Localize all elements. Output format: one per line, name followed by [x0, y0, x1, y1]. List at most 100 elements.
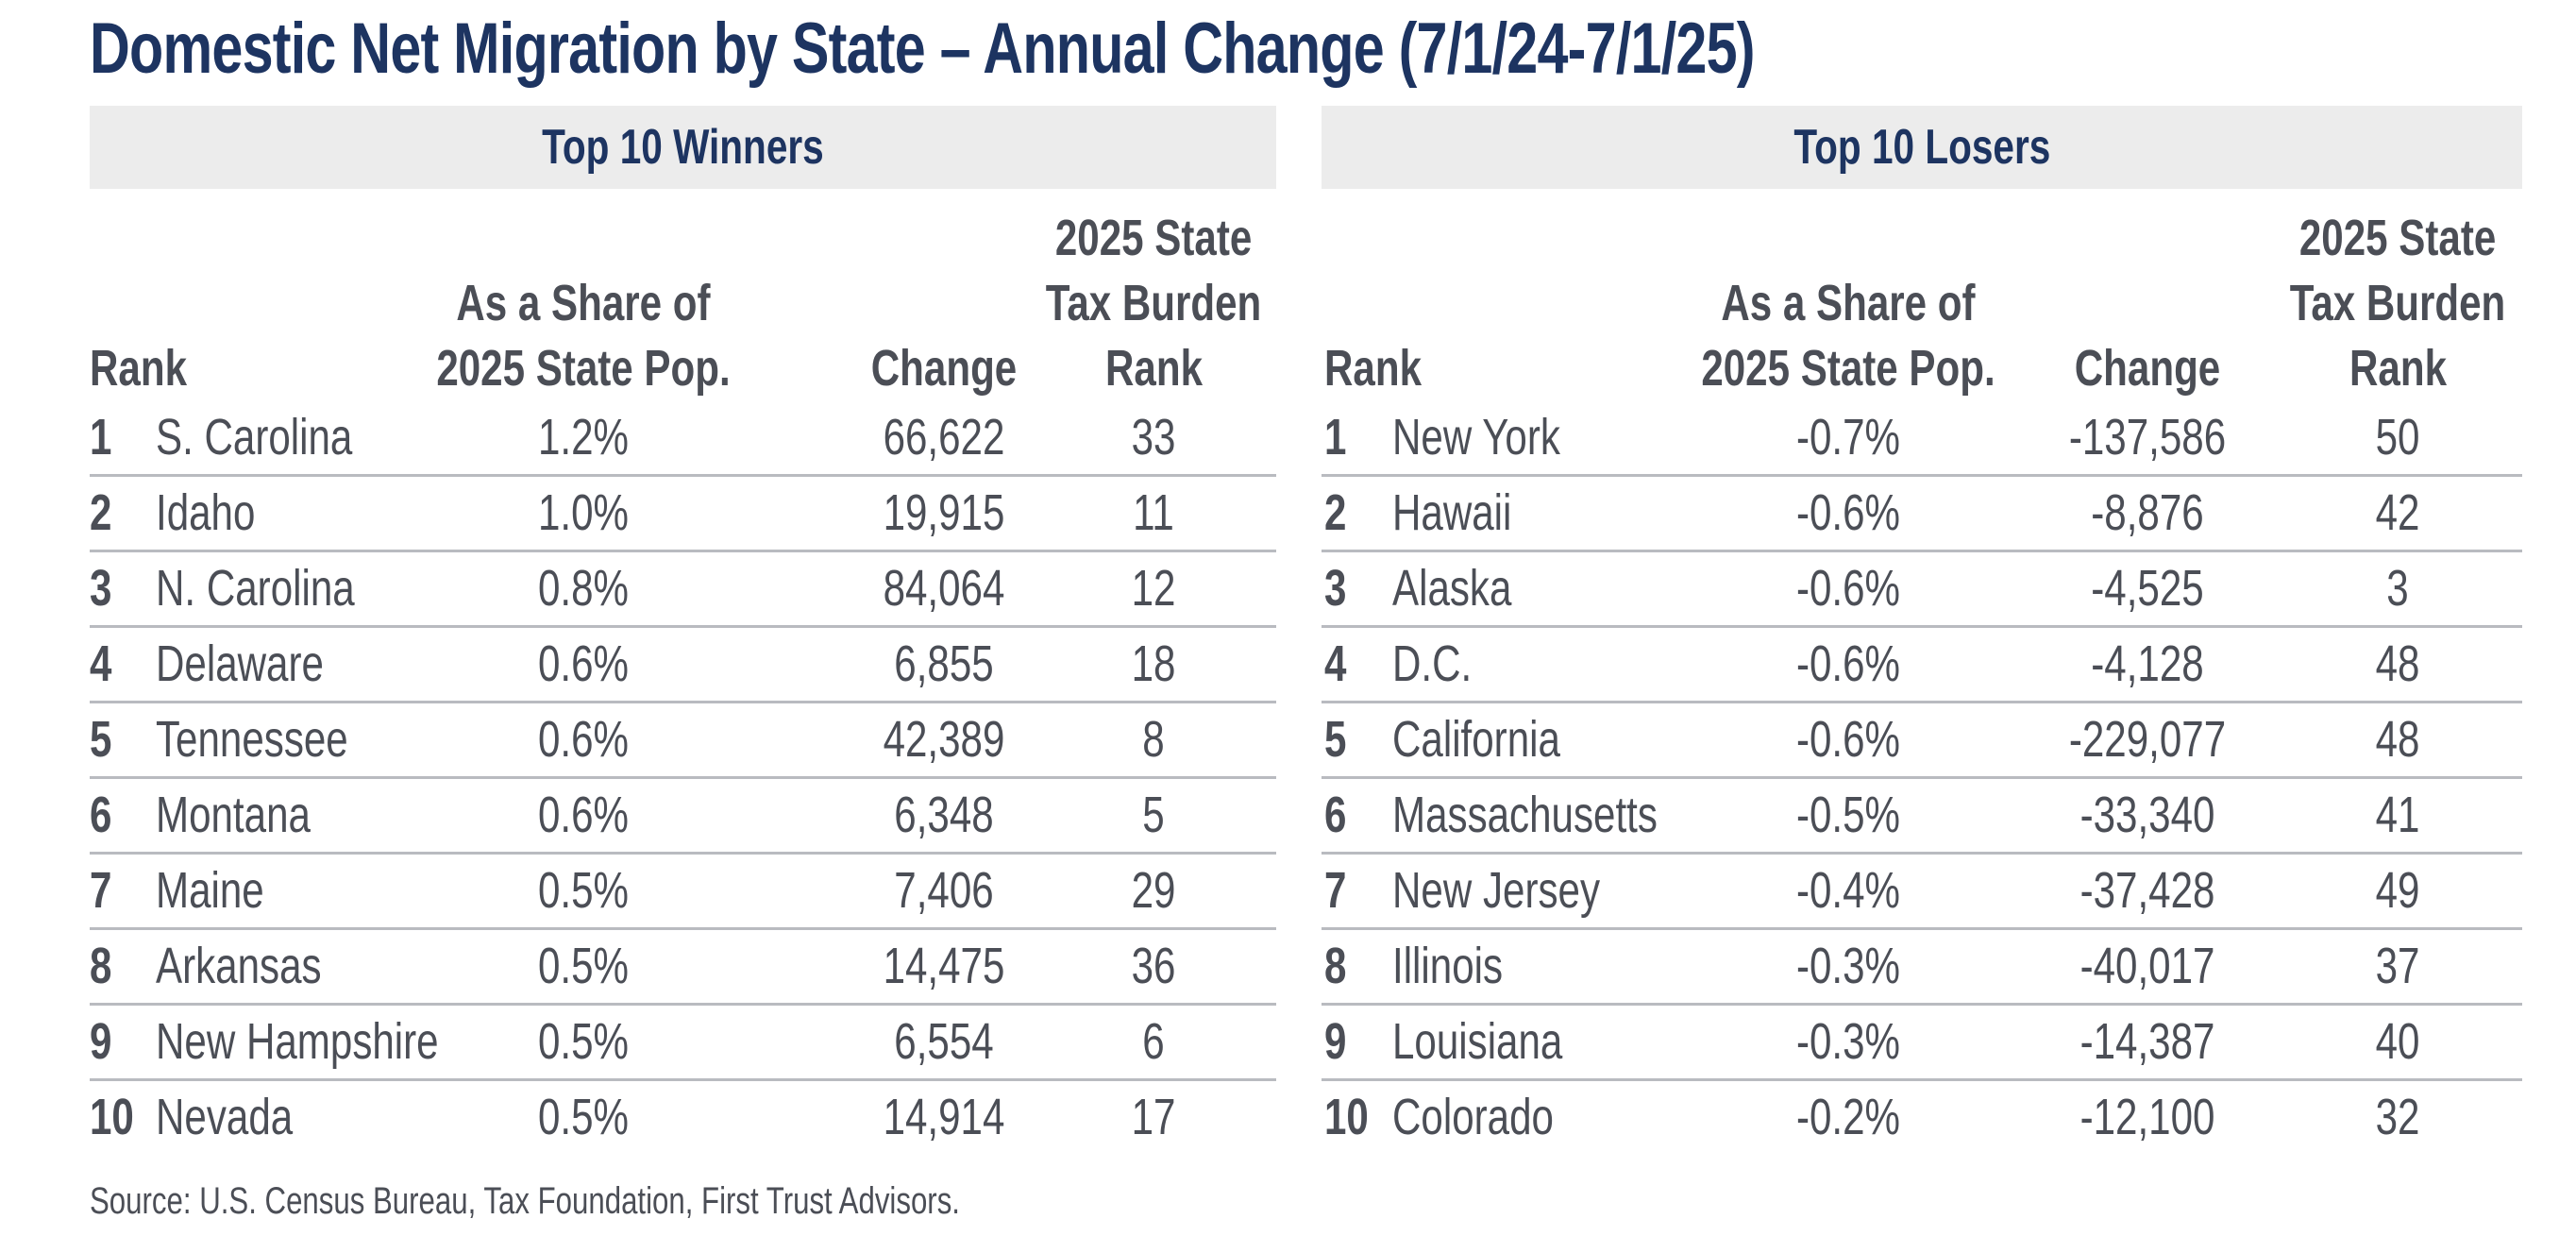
- state-cell: Colorado: [1392, 1081, 1599, 1154]
- change-value: -8,876: [2091, 484, 2204, 541]
- column-headers: Rank As a Share of 2025 State Pop. Change 20…: [1322, 200, 2522, 401]
- table-row: 7 Maine 0.5% 7,406 29: [90, 855, 1276, 930]
- rank-value: 6: [1324, 787, 1347, 843]
- change-value: 14,475: [883, 938, 1005, 994]
- header-share-text: 2025 State Pop.: [436, 340, 731, 397]
- table-body: 1 New York -0.7% -137,586 50 2 Hawaii -0.6% -8,8…: [1322, 401, 2522, 1154]
- rank-value: 7: [1324, 862, 1347, 919]
- state-cell: Idaho: [156, 477, 283, 550]
- table-row: 2 Hawaii -0.6% -8,876 42: [1322, 477, 2522, 552]
- state-name: New Hampshire: [156, 1013, 439, 1070]
- table-row: 8 Illinois -0.3% -40,017 37: [1322, 930, 2522, 1006]
- table-row: 3 Alaska -0.6% -4,525 3: [1322, 552, 2522, 628]
- tax-rank-value: 36: [1131, 938, 1176, 994]
- tax-rank-value: 32: [2375, 1089, 2420, 1145]
- header-tax-line: Tax Burden: [1015, 271, 1291, 336]
- header-tax-line: Rank: [1015, 336, 1291, 401]
- change-value: 66,622: [883, 409, 1005, 466]
- rank-cell: 6: [90, 779, 118, 852]
- header-rank: Rank: [1324, 336, 1449, 401]
- tax-rank-value: 48: [2375, 711, 2420, 768]
- rank-cell: 4: [1324, 628, 1353, 701]
- rank-value: 5: [90, 711, 112, 768]
- tax-rank-value: 41: [2375, 787, 2420, 843]
- state-name: N. Carolina: [156, 560, 355, 617]
- tax-rank-value: 40: [2375, 1013, 2420, 1070]
- table-row: 6 Montana 0.6% 6,348 5: [90, 779, 1276, 855]
- header-tax-line: Tax Burden: [2259, 271, 2535, 336]
- share-cell: 1.0%: [525, 477, 641, 550]
- state-cell: California: [1392, 703, 1608, 776]
- state-name: Louisiana: [1392, 1013, 1563, 1070]
- tax-rank-value: 12: [1131, 560, 1176, 617]
- share-value: 1.0%: [537, 484, 630, 541]
- tax-rank-cell: 6: [1139, 1006, 1168, 1078]
- table-row: 2 Idaho 1.0% 19,915 11: [90, 477, 1276, 552]
- change-value: -37,428: [2079, 862, 2215, 919]
- tax-rank-cell: 50: [2369, 401, 2426, 474]
- change-cell: -40,017: [2061, 930, 2233, 1003]
- rank-value: 1: [90, 409, 112, 466]
- header-tax-text: Tax Burden: [1045, 275, 1262, 331]
- share-cell: -0.7%: [1781, 401, 1914, 474]
- change-cell: 84,064: [866, 552, 1021, 625]
- table-heading: Top 10 Winners: [90, 106, 1276, 189]
- state-name: California: [1392, 711, 1560, 768]
- rank-value: 8: [90, 938, 112, 994]
- tax-rank-value: 50: [2375, 409, 2420, 466]
- change-value: -14,387: [2079, 1013, 2215, 1070]
- change-cell: 6,855: [880, 628, 1007, 701]
- header-tax-text: Tax Burden: [2289, 275, 2506, 331]
- rank-cell: 3: [90, 552, 118, 625]
- table-row: 10 Colorado -0.2% -12,100 32: [1322, 1081, 2522, 1154]
- change-value: 14,914: [883, 1089, 1005, 1145]
- share-cell: -0.6%: [1781, 477, 1914, 550]
- rank-value: 9: [1324, 1013, 1347, 1070]
- rank-cell: 8: [90, 930, 118, 1003]
- rank-cell: 5: [1324, 703, 1353, 776]
- tax-rank-cell: 36: [1125, 930, 1182, 1003]
- rank-cell: 9: [1324, 1006, 1353, 1078]
- share-value: -0.6%: [1795, 484, 1901, 541]
- change-value: 6,554: [894, 1013, 994, 1070]
- state-cell: Maine: [156, 855, 295, 927]
- header-share-line: 2025 State Pop.: [1659, 336, 2036, 401]
- header-share-line: 2025 State Pop.: [395, 336, 771, 401]
- tax-rank-cell: 37: [2369, 930, 2426, 1003]
- column-headers: Rank As a Share of 2025 State Pop. Change 20…: [90, 200, 1276, 401]
- change-value: 84,064: [883, 560, 1005, 617]
- header-tax-text: 2025 State: [2298, 210, 2497, 266]
- tax-rank-value: 6: [1142, 1013, 1165, 1070]
- state-cell: Montana: [156, 779, 354, 852]
- state-name: New York: [1392, 409, 1560, 466]
- tax-rank-cell: 5: [1139, 779, 1168, 852]
- share-value: 0.5%: [537, 862, 630, 919]
- table-row: 8 Arkansas 0.5% 14,475 36: [90, 930, 1276, 1006]
- rank-value: 3: [1324, 560, 1347, 617]
- share-value: -0.3%: [1795, 1013, 1901, 1070]
- rank-cell: 2: [1324, 477, 1353, 550]
- share-value: 1.2%: [537, 409, 630, 466]
- tax-rank-value: 49: [2375, 862, 2420, 919]
- tax-rank-value: 8: [1142, 711, 1165, 768]
- state-name: Tennessee: [156, 711, 348, 768]
- rank-value: 5: [1324, 711, 1347, 768]
- tax-rank-value: 37: [2375, 938, 2420, 994]
- share-cell: 0.5%: [525, 855, 641, 927]
- change-value: 42,389: [883, 711, 1005, 768]
- winners-table: Top 10 Winners Rank As a Share of 2025 Stat…: [90, 106, 1276, 1163]
- header-share-line: As a Share of: [395, 271, 771, 336]
- share-value: 0.5%: [537, 1089, 630, 1145]
- change-cell: 42,389: [866, 703, 1021, 776]
- rank-cell: 7: [1324, 855, 1353, 927]
- state-cell: Illinois: [1392, 930, 1534, 1003]
- change-value: 6,855: [894, 635, 994, 692]
- rank-value: 9: [90, 1013, 112, 1070]
- table-row: 4 D.C. -0.6% -4,128 48: [1322, 628, 2522, 703]
- tax-rank-value: 33: [1131, 409, 1176, 466]
- state-cell: Louisiana: [1392, 1006, 1610, 1078]
- rank-value: 4: [90, 635, 112, 692]
- tax-rank-cell: 48: [2369, 703, 2426, 776]
- share-cell: 0.5%: [525, 930, 641, 1003]
- change-cell: -8,876: [2075, 477, 2219, 550]
